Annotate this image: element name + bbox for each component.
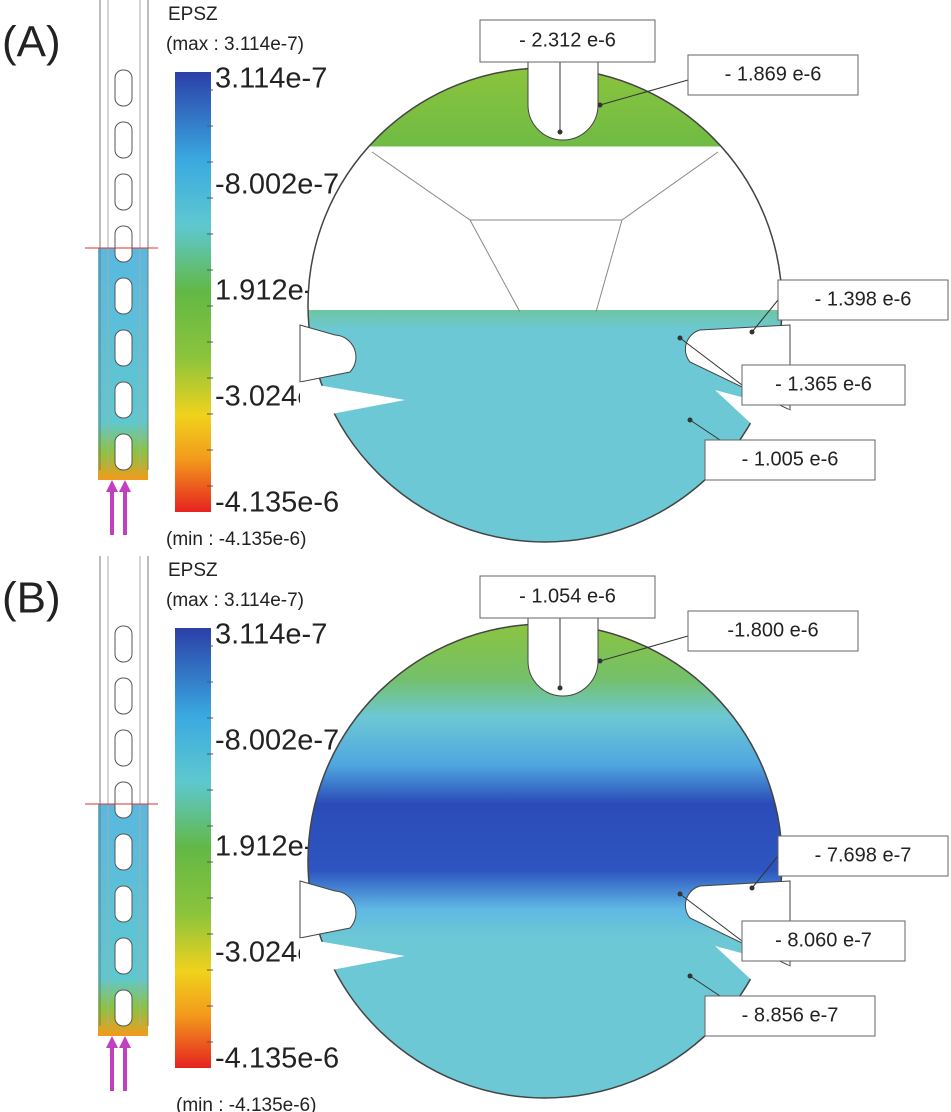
callout-text: - 1.398 e-6 bbox=[815, 288, 912, 310]
probe-hole bbox=[115, 382, 132, 418]
legend-title: EPSZ bbox=[168, 560, 218, 581]
callout-text: -1.800 e-6 bbox=[727, 619, 818, 641]
legend-tick: -8.002e-7 bbox=[215, 169, 339, 201]
load-arrow-head bbox=[119, 480, 131, 492]
panel-label: (A) bbox=[2, 18, 61, 67]
color-bar bbox=[175, 628, 211, 1068]
callout-text: - 1.054 e-6 bbox=[519, 585, 616, 607]
probe-hole bbox=[115, 886, 132, 922]
probe-hole bbox=[115, 730, 132, 766]
figure: (A) EPSZ (max : 3.114e-7) 3.114e-7 -8.002e-7… bbox=[0, 0, 951, 1112]
legend-min: (min : -4.135e-6) bbox=[176, 1095, 316, 1112]
probe-hole bbox=[115, 330, 132, 366]
notch bbox=[528, 616, 598, 696]
panel-label: (B) bbox=[2, 574, 61, 623]
legend-tick: -4.135e-6 bbox=[215, 1043, 339, 1075]
legend-min: (min : -4.135e-6) bbox=[166, 529, 306, 550]
legend-tick: -8.002e-7 bbox=[215, 725, 339, 757]
callout-text: - 8.856 e-7 bbox=[742, 1004, 839, 1026]
panel: (B) EPSZ (max : 3.114e-7) 3.114e-7 -8.002e-7… bbox=[2, 556, 948, 1112]
leader-tip bbox=[558, 686, 563, 691]
legend-tick: 3.114e-7 bbox=[215, 619, 327, 651]
probe-hole bbox=[115, 990, 132, 1026]
probe-hole bbox=[115, 782, 132, 818]
probe-hole bbox=[115, 938, 132, 974]
leader-tip bbox=[678, 336, 683, 341]
leader-tip bbox=[750, 886, 755, 891]
leader-tip bbox=[688, 974, 693, 979]
probe-hole bbox=[115, 626, 132, 662]
callout-text: - 1.869 e-6 bbox=[725, 63, 822, 85]
callout-text: - 2.312 e-6 bbox=[519, 29, 616, 51]
probe-hole bbox=[115, 70, 132, 106]
callout-text: - 1.005 e-6 bbox=[742, 448, 839, 470]
leader-tip bbox=[750, 330, 755, 335]
probe-hole bbox=[115, 434, 132, 470]
probe-hole bbox=[115, 174, 132, 210]
notch bbox=[528, 60, 598, 140]
leader-tip bbox=[558, 130, 563, 135]
probe-hole bbox=[115, 834, 132, 870]
probe-hole bbox=[115, 122, 132, 158]
leader-tip bbox=[678, 892, 683, 897]
load-arrow-head bbox=[106, 480, 118, 492]
leader-tip bbox=[688, 418, 693, 423]
leader-tip bbox=[598, 659, 603, 664]
probe-hole bbox=[115, 678, 132, 714]
probe-hole bbox=[115, 278, 132, 314]
callout-text: - 1.365 e-6 bbox=[775, 373, 872, 395]
legend-title: EPSZ bbox=[168, 4, 218, 25]
load-arrow-head bbox=[106, 1036, 118, 1048]
legend-tick: 3.114e-7 bbox=[215, 63, 327, 95]
callout-text: - 7.698 e-7 bbox=[815, 844, 912, 866]
legend-tick: -4.135e-6 bbox=[215, 487, 339, 519]
load-arrow-head bbox=[119, 1036, 131, 1048]
panel: (A) EPSZ (max : 3.114e-7) 3.114e-7 -8.002e-7… bbox=[2, 0, 948, 550]
legend-max: (max : 3.114e-7) bbox=[166, 34, 304, 55]
leader-tip bbox=[598, 103, 603, 108]
color-bar bbox=[175, 72, 211, 512]
legend-max: (max : 3.114e-7) bbox=[166, 590, 304, 611]
callout-text: - 8.060 e-7 bbox=[775, 929, 872, 951]
probe-hole bbox=[115, 226, 132, 262]
